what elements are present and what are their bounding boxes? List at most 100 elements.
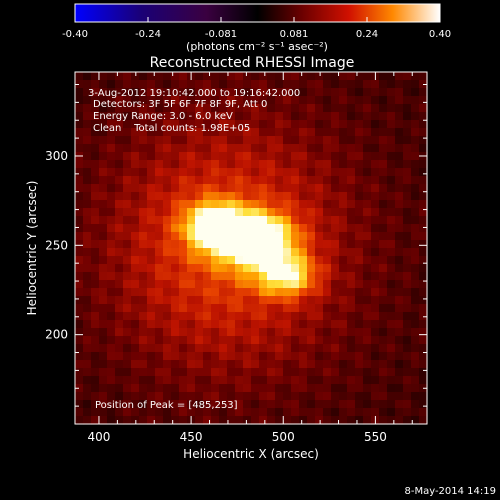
heatmap-cell bbox=[211, 104, 220, 113]
heatmap-cell bbox=[139, 104, 148, 113]
heatmap-cell bbox=[283, 344, 292, 353]
heatmap-cell bbox=[355, 320, 364, 329]
heatmap-cell bbox=[147, 80, 156, 89]
heatmap-cell bbox=[259, 352, 268, 361]
heatmap-cell bbox=[419, 328, 428, 337]
heatmap-cell bbox=[179, 232, 188, 241]
heatmap-cell bbox=[147, 416, 156, 425]
heatmap-cell bbox=[363, 224, 372, 233]
heatmap-cell bbox=[107, 152, 116, 161]
heatmap-cell bbox=[211, 328, 220, 337]
heatmap-cell bbox=[139, 384, 148, 393]
heatmap-cell bbox=[291, 328, 300, 337]
heatmap-cell bbox=[283, 176, 292, 185]
heatmap-cell bbox=[203, 184, 212, 193]
heatmap-cell bbox=[339, 352, 348, 361]
heatmap-cell bbox=[155, 88, 164, 97]
heatmap-cell bbox=[163, 336, 172, 345]
heatmap-cell bbox=[179, 144, 188, 153]
heatmap-cell bbox=[155, 232, 164, 241]
heatmap-cell bbox=[339, 192, 348, 201]
peak-position-label: Position of Peak = [485,253] bbox=[95, 400, 238, 411]
heatmap-cell bbox=[155, 360, 164, 369]
heatmap-cell bbox=[315, 272, 324, 281]
heatmap-cell bbox=[91, 80, 100, 89]
heatmap-cell bbox=[379, 240, 388, 249]
heatmap-cell bbox=[339, 224, 348, 233]
heatmap-cell bbox=[91, 168, 100, 177]
heatmap-cell bbox=[115, 312, 124, 321]
heatmap-cell bbox=[363, 232, 372, 241]
heatmap-cell bbox=[203, 72, 212, 81]
heatmap-cell bbox=[211, 208, 220, 217]
heatmap-cell bbox=[115, 136, 124, 145]
heatmap-cell bbox=[195, 336, 204, 345]
heatmap-cell bbox=[275, 312, 284, 321]
heatmap-cell bbox=[315, 368, 324, 377]
heatmap-cell bbox=[379, 320, 388, 329]
heatmap-cell bbox=[339, 80, 348, 89]
heatmap-cell bbox=[331, 344, 340, 353]
heatmap-cell bbox=[99, 280, 108, 289]
heatmap-cell bbox=[307, 224, 316, 233]
heatmap-cell bbox=[315, 168, 324, 177]
heatmap-cell bbox=[315, 408, 324, 417]
heatmap-cell bbox=[267, 184, 276, 193]
heatmap-cell bbox=[275, 272, 284, 281]
heatmap-cell bbox=[299, 272, 308, 281]
heatmap-cell bbox=[211, 360, 220, 369]
heatmap-cell bbox=[235, 264, 244, 273]
heatmap-cell bbox=[91, 176, 100, 185]
heatmap-cell bbox=[251, 320, 260, 329]
heatmap-cell bbox=[107, 168, 116, 177]
heatmap-cell bbox=[99, 224, 108, 233]
heatmap-cell bbox=[291, 272, 300, 281]
heatmap-cell bbox=[211, 336, 220, 345]
heatmap-cell bbox=[219, 112, 228, 121]
heatmap-cell bbox=[291, 376, 300, 385]
heatmap-cell bbox=[323, 80, 332, 89]
heatmap-cell bbox=[123, 192, 132, 201]
heatmap-cell bbox=[107, 264, 116, 273]
heatmap-cell bbox=[115, 368, 124, 377]
heatmap-cell bbox=[139, 160, 148, 169]
heatmap-cell bbox=[411, 240, 420, 249]
heatmap-cell bbox=[219, 304, 228, 313]
heatmap-cell bbox=[387, 352, 396, 361]
heatmap-cell bbox=[299, 344, 308, 353]
heatmap-cell bbox=[307, 104, 316, 113]
heatmap-cell bbox=[91, 360, 100, 369]
heatmap-cell bbox=[147, 256, 156, 265]
heatmap-cell bbox=[283, 288, 292, 297]
heatmap-cell bbox=[83, 216, 92, 225]
heatmap-cell bbox=[123, 304, 132, 313]
heatmap-cell bbox=[387, 288, 396, 297]
heatmap-cell bbox=[83, 176, 92, 185]
heatmap-cell bbox=[115, 160, 124, 169]
heatmap-cell bbox=[403, 152, 412, 161]
heatmap-cell bbox=[171, 320, 180, 329]
heatmap-cell bbox=[227, 328, 236, 337]
heatmap-cell bbox=[347, 232, 356, 241]
heatmap-cell bbox=[387, 392, 396, 401]
heatmap-cell bbox=[379, 400, 388, 409]
heatmap-cell bbox=[299, 104, 308, 113]
heatmap-cell bbox=[123, 416, 132, 425]
heatmap-cell bbox=[251, 376, 260, 385]
heatmap-cell bbox=[371, 104, 380, 113]
heatmap-cell bbox=[187, 160, 196, 169]
heatmap-cell bbox=[91, 240, 100, 249]
heatmap-cell bbox=[107, 248, 116, 257]
heatmap-cell bbox=[275, 96, 284, 105]
heatmap-cell bbox=[275, 416, 284, 425]
heatmap-cell bbox=[259, 168, 268, 177]
heatmap-cell bbox=[411, 88, 420, 97]
heatmap-cell bbox=[283, 160, 292, 169]
heatmap-cell bbox=[339, 152, 348, 161]
heatmap-cell bbox=[195, 368, 204, 377]
heatmap-cell bbox=[211, 296, 220, 305]
heatmap-cell bbox=[107, 80, 116, 89]
heatmap-cell bbox=[139, 88, 148, 97]
heatmap-cell bbox=[315, 240, 324, 249]
heatmap-cell bbox=[187, 224, 196, 233]
